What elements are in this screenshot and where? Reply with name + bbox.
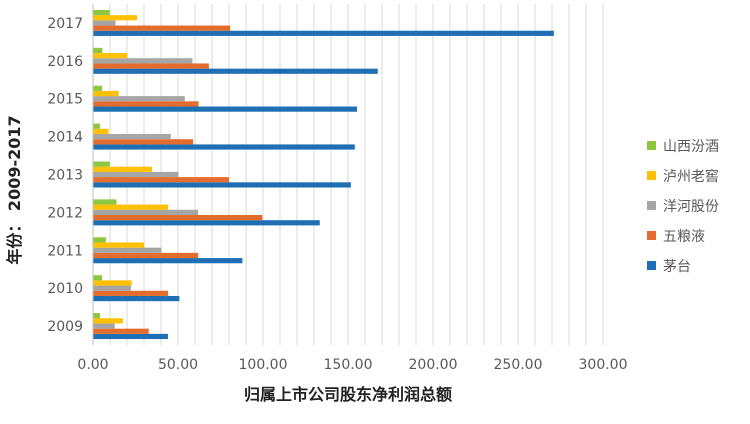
bar xyxy=(93,182,351,188)
bar xyxy=(93,285,131,291)
category-label: 2010 xyxy=(47,281,83,297)
category-label: 2011 xyxy=(47,243,83,259)
bar xyxy=(93,144,355,150)
x-tick-labels: 0.00 50.00 100.00 150.00 200.00 250.00 300.00 xyxy=(77,357,627,373)
bar xyxy=(93,209,199,215)
legend-swatch xyxy=(647,201,656,210)
bar xyxy=(93,171,179,178)
category-labels: 2009 2010 2011 2012 2013 2014 2015 2016 2017 xyxy=(47,16,83,335)
legend-swatch xyxy=(647,231,656,240)
x-tick-label: 0.00 xyxy=(77,357,108,373)
bar xyxy=(93,96,185,102)
bar xyxy=(93,63,209,69)
bar xyxy=(93,323,115,329)
bar xyxy=(93,333,168,340)
bar xyxy=(93,139,194,145)
x-tick-label: 100.00 xyxy=(239,357,288,373)
bar xyxy=(93,290,169,296)
bar xyxy=(93,15,138,21)
legend-label: 洋河股份 xyxy=(663,199,719,215)
x-tick-label: 50.00 xyxy=(158,357,198,373)
bar xyxy=(93,328,149,334)
bar xyxy=(93,247,162,253)
x-tick-label: 150.00 xyxy=(324,357,373,373)
legend-swatch xyxy=(647,171,656,180)
bar xyxy=(93,204,169,210)
bar xyxy=(93,242,145,248)
legend-swatch xyxy=(647,261,656,270)
bar xyxy=(93,161,110,167)
bar xyxy=(93,20,116,26)
bar xyxy=(93,258,243,264)
bar xyxy=(93,313,100,319)
bar xyxy=(93,106,357,112)
bar xyxy=(93,128,109,135)
bar xyxy=(93,252,199,259)
bar xyxy=(93,275,102,281)
grid-lines xyxy=(109,4,604,345)
bar xyxy=(93,166,152,172)
bar xyxy=(93,68,378,74)
category-label: 2013 xyxy=(47,168,83,184)
category-label: 2015 xyxy=(47,92,83,108)
bar xyxy=(93,123,100,129)
legend-swatch xyxy=(647,141,656,150)
bar xyxy=(93,58,193,64)
bar xyxy=(93,30,554,36)
category-label: 2012 xyxy=(47,205,83,221)
x-tick-label: 200.00 xyxy=(409,357,458,373)
legend-label: 五粮液 xyxy=(663,229,705,245)
bar xyxy=(93,214,263,221)
category-label: 2017 xyxy=(47,16,83,32)
bar xyxy=(93,25,231,31)
x-tick-label: 300.00 xyxy=(579,357,628,373)
bar xyxy=(93,177,229,183)
bar xyxy=(93,90,119,97)
bar xyxy=(93,237,106,243)
category-label: 2009 xyxy=(47,319,83,335)
x-tick-label: 250.00 xyxy=(494,357,543,373)
category-label: 2016 xyxy=(47,54,83,70)
bar xyxy=(93,9,110,16)
bar xyxy=(93,199,117,205)
bar xyxy=(93,280,132,286)
bar xyxy=(93,318,123,324)
bar xyxy=(93,53,128,59)
y-axis-title: 年份： 2009-2017 xyxy=(5,115,24,264)
legend-label: 山西汾酒 xyxy=(663,139,719,155)
bar xyxy=(93,134,171,140)
bars xyxy=(93,9,554,340)
bar xyxy=(93,101,199,107)
bar xyxy=(93,295,180,302)
bar xyxy=(93,85,102,91)
legend-label: 茅台 xyxy=(663,259,691,275)
legend-label: 泸州老窖 xyxy=(663,168,719,185)
bar xyxy=(93,220,320,226)
bar xyxy=(93,47,103,54)
x-axis-title: 归属上市公司股东净利润总额 xyxy=(244,385,452,404)
category-label: 2014 xyxy=(47,130,83,146)
